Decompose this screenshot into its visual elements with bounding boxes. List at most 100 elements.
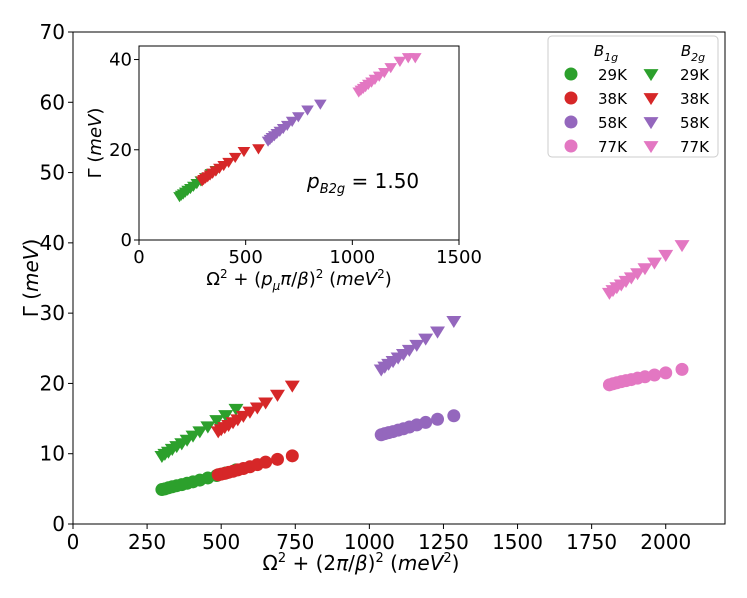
data-point [630,268,646,281]
main-y-tick-label: 50 [40,161,65,185]
main-y-tick-label: 70 [40,20,65,44]
data-point [209,415,225,428]
data-point [646,257,662,270]
legend-label-b2g: 58K [680,114,710,132]
main-y-tick-label: 10 [40,442,65,466]
inset-series-b2g-77k [352,53,422,98]
main-plot-frame [72,31,726,525]
inset-y-tick-label: 40 [109,50,132,71]
legend-marker-b2g [643,93,659,106]
data-point [259,455,273,469]
legend-marker-b1g [564,139,578,153]
data-point [228,152,242,164]
data-point [285,116,299,127]
inset-plot: 0 500 1000 1500 0 20 40 Ω2 + (pμπ/β)2 (meV2) Γ (… [85,45,482,293]
data-point [249,402,265,415]
main-series-b2g-58k [373,315,462,377]
legend-label-b1g: 29K [598,66,628,84]
main-x-axis-title: Ω2 + (2π/β)2 (meV2) [263,551,460,575]
data-point [408,53,422,64]
data-point [258,397,274,410]
data-point [314,99,327,110]
legend-marker-b2g [643,141,659,154]
main-y-tick-label: 0 [52,512,65,536]
legend-header-b2g: B2g [681,42,705,64]
main-x-tick-label: 1250 [418,530,469,554]
data-point [285,449,299,463]
legend-label-b1g: 58K [598,114,628,132]
data-point [418,333,434,346]
data-point [218,410,234,423]
legend-label-b2g: 29K [680,66,710,84]
main-y-tick-label: 20 [40,371,65,395]
legend-marker-b1g [564,67,578,81]
main-series-b2g-77k [601,240,690,300]
data-point [292,112,305,123]
main-y-tick-label: 40 [40,231,65,255]
inset-series-b2g-38k [195,144,265,187]
main-series-b1g-38k [211,449,299,482]
data-point [675,362,689,376]
main-x-tick-label: 1000 [344,530,395,554]
legend-label-b2g: 38K [680,90,710,108]
legend-label-b1g: 77K [598,138,628,156]
inset-x-tick-label: 1000 [329,247,375,268]
main-x-tick-label: 500 [202,530,240,554]
main-series-b2g-29k [154,403,244,463]
inset-y-axis-title: Γ (meV) [85,108,106,179]
data-point [409,339,425,352]
data-point [447,409,461,423]
data-point [384,63,398,74]
data-point [446,315,462,329]
inset-y-tick-label: 0 [121,230,132,251]
main-y-axis-title: Γ (meV) [19,239,43,318]
inset-plot-frame [138,45,460,241]
main-series-b2g-38k [210,380,300,439]
main-x-tick-label: 750 [276,530,314,554]
main-series-b1g-77k [602,362,689,392]
legend-marker-b2g [643,69,659,82]
main-y-tick-label: 60 [40,90,65,114]
inset-y-tick-label: 20 [109,140,132,161]
main-x-tick-label: 1750 [566,530,617,554]
main-x-tick-label: 0 [67,530,80,554]
inset-series-b2g-58k [261,99,327,147]
data-point [637,263,653,276]
inset-x-axis-title: Ω2 + (pμπ/β)2 (meV2) [206,267,391,293]
data-point [301,105,314,116]
main-plot: 0 250 500 750 1000 1250 1500 1750 20000102030405… [19,20,726,575]
legend-frame [547,35,719,158]
inset-annotation: pB2g = 1.50 [306,169,419,197]
inset-x-tick-label: 0 [133,247,144,268]
data-point [252,144,265,155]
data-point [647,368,661,382]
legend-marker-b2g [643,117,659,130]
main-x-tick-label: 250 [128,530,166,554]
data-point [393,56,407,67]
data-point [192,426,208,439]
data-point [284,380,300,393]
legend-label-b2g: 77K [680,138,710,156]
legend-label-b1g: 38K [598,90,628,108]
data-point [185,430,201,443]
data-point [658,249,674,262]
main-y-tick-label: 30 [40,301,65,325]
data-point [228,403,244,416]
main-series-b1g-58k [374,409,461,442]
main-x-tick-label: 1500 [492,530,543,554]
inset-x-tick-label: 500 [228,247,262,268]
data-point [378,68,391,79]
legend-marker-b1g [564,91,578,105]
legend-header-b1g: B1g [594,42,618,64]
data-point [242,406,258,419]
data-point [401,344,417,357]
legend: B1g B2g 29K 29K 38K 38K 58K 58K 77K 77K [547,35,719,158]
inset-x-tick-label: 1500 [436,247,482,268]
main-x-tick-label: 2000 [640,530,691,554]
data-point [431,412,445,426]
data-point [270,452,284,466]
data-point [419,415,433,429]
data-point [237,146,251,158]
data-point [659,366,673,380]
